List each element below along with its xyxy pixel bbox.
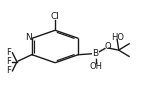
Text: HO: HO <box>111 33 124 42</box>
Text: O: O <box>104 42 111 51</box>
Text: N: N <box>25 33 32 42</box>
Text: F: F <box>6 57 11 66</box>
Text: F: F <box>6 48 11 57</box>
Text: F: F <box>6 66 11 75</box>
Text: OH: OH <box>89 62 102 71</box>
Text: Cl: Cl <box>51 12 60 21</box>
Text: B: B <box>92 49 99 58</box>
